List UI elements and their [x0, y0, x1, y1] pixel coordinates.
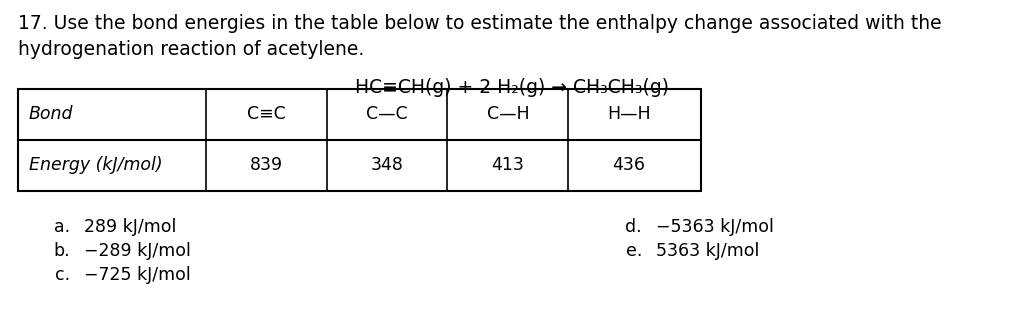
Text: 289 kJ/mol: 289 kJ/mol	[84, 218, 176, 236]
Text: 413: 413	[492, 156, 524, 174]
Text: c.: c.	[54, 266, 70, 284]
Text: C—C: C—C	[367, 106, 408, 123]
Text: 17. Use the bond energies in the table below to estimate the enthalpy change ass: 17. Use the bond energies in the table b…	[18, 14, 942, 33]
Text: −5363 kJ/mol: −5363 kJ/mol	[656, 218, 774, 236]
Text: e.: e.	[626, 242, 642, 260]
Text: b.: b.	[53, 242, 70, 260]
Text: C≡C: C≡C	[247, 106, 286, 123]
Text: Bond: Bond	[29, 106, 73, 123]
Text: a.: a.	[53, 218, 70, 236]
Text: hydrogenation reaction of acetylene.: hydrogenation reaction of acetylene.	[18, 40, 365, 59]
Text: Energy (kJ/mol): Energy (kJ/mol)	[29, 156, 162, 174]
Text: −289 kJ/mol: −289 kJ/mol	[84, 242, 190, 260]
Text: 436: 436	[612, 156, 645, 174]
Text: 348: 348	[371, 156, 403, 174]
Text: 839: 839	[250, 156, 283, 174]
Text: 5363 kJ/mol: 5363 kJ/mol	[656, 242, 760, 260]
Text: H—H: H—H	[607, 106, 650, 123]
Text: d.: d.	[626, 218, 642, 236]
Text: HC≡CH(g) + 2 H₂(g) → CH₃CH₃(g): HC≡CH(g) + 2 H₂(g) → CH₃CH₃(g)	[355, 78, 669, 97]
Text: C—H: C—H	[486, 106, 529, 123]
Bar	[18, 89, 701, 191]
Text: −725 kJ/mol: −725 kJ/mol	[84, 266, 190, 284]
